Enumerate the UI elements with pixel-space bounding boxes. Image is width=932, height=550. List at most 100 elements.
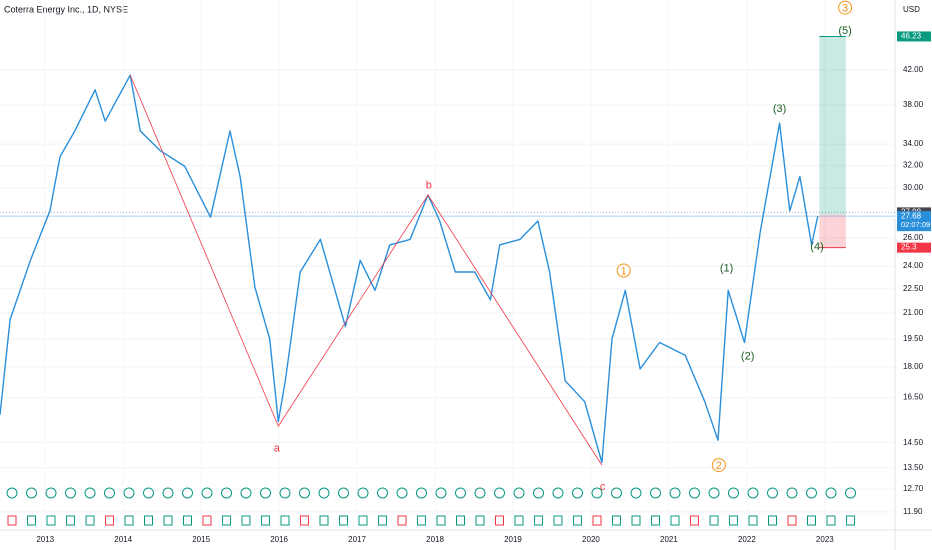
x-tick-label: 2014 <box>114 535 132 544</box>
event-icon <box>495 515 504 526</box>
event-icon <box>300 515 309 526</box>
x-tick-label: 2018 <box>426 535 444 544</box>
event-icon <box>202 515 212 526</box>
event-icon <box>163 515 173 526</box>
event-icon <box>45 487 57 499</box>
event-icon <box>709 515 719 526</box>
y-tick-label: 38.00 <box>903 100 924 109</box>
wave-circle <box>616 263 631 278</box>
event-icon <box>592 515 602 526</box>
wave-label: (3) <box>773 103 786 115</box>
event-icon <box>768 515 777 526</box>
event-icon <box>84 487 96 499</box>
event-icon <box>280 515 290 526</box>
event-icon <box>767 487 778 499</box>
wave-label: c <box>600 481 606 493</box>
x-tick-label: 2013 <box>36 535 54 544</box>
event-icon <box>708 487 720 499</box>
wave-label: 3 <box>842 2 848 14</box>
y-tick-label: 34.00 <box>903 139 924 148</box>
event-icon <box>651 515 660 526</box>
event-icon <box>260 487 271 499</box>
y-tick-label: 32.00 <box>903 160 924 169</box>
x-tick-label: 2019 <box>504 535 522 544</box>
x-tick-label: 2015 <box>192 535 210 544</box>
event-icon <box>729 515 738 526</box>
event-icon <box>124 515 134 526</box>
event-icon <box>748 515 758 526</box>
price-tag-label: 25.3 <box>901 243 917 252</box>
event-icon <box>241 515 251 526</box>
event-icon <box>378 515 387 526</box>
price-tag <box>897 242 931 253</box>
wave-label: (1) <box>720 262 733 274</box>
stop-zone <box>819 214 846 248</box>
countdown: 02:07:09 <box>901 220 930 229</box>
event-icon <box>534 515 543 526</box>
wave-label: 2 <box>716 460 722 472</box>
event-icon <box>631 515 641 526</box>
event-icon <box>612 515 621 526</box>
y-tick-label: 21.00 <box>903 308 924 317</box>
event-icon <box>318 487 330 499</box>
event-icon <box>573 515 582 526</box>
event-icon <box>27 515 36 526</box>
event-icon <box>494 487 505 499</box>
event-icon <box>786 487 798 499</box>
event-icon <box>299 487 310 499</box>
y-tick-label: 19.50 <box>903 334 924 343</box>
event-icon <box>416 487 427 499</box>
event-icon <box>338 487 349 499</box>
event-icon <box>85 515 95 526</box>
event-icon <box>6 487 18 499</box>
event-icon <box>630 487 642 499</box>
event-icon <box>105 515 114 526</box>
event-icon <box>846 515 855 526</box>
event-icon <box>46 515 56 526</box>
event-icon <box>183 515 192 526</box>
event-icon <box>436 515 446 526</box>
price-tag <box>897 211 931 232</box>
event-icon <box>65 487 76 499</box>
wave-label: b <box>426 179 432 191</box>
event-icon <box>240 487 252 499</box>
event-icon <box>845 487 856 499</box>
wave-label: (5) <box>838 25 851 37</box>
event-icon <box>728 487 739 499</box>
wave-label: 1 <box>621 265 627 277</box>
event-icon <box>396 487 408 499</box>
event-icon <box>319 515 329 526</box>
event-icon <box>456 515 465 526</box>
currency: USD <box>903 5 920 14</box>
event-icon <box>669 487 681 499</box>
event-icon <box>66 515 75 526</box>
event-icon <box>552 487 564 499</box>
event-icon <box>417 515 426 526</box>
wave-circle <box>838 0 853 15</box>
y-tick-label: 18.00 <box>903 362 924 371</box>
x-tick-label: 2021 <box>660 535 678 544</box>
x-tick-label: 2017 <box>348 535 366 544</box>
y-tick-label: 16.50 <box>903 392 924 401</box>
event-icon <box>533 487 544 499</box>
event-icon <box>474 487 486 499</box>
price-tag-label: 46.23 <box>901 32 922 41</box>
event-icon <box>26 487 37 499</box>
event-icon <box>182 487 193 499</box>
event-icon <box>261 515 270 526</box>
event-icon <box>747 487 759 499</box>
y-tick-label: 11.90 <box>903 507 923 516</box>
event-icon <box>690 515 699 526</box>
x-tick-label: 2023 <box>816 535 834 544</box>
event-icon <box>397 515 407 526</box>
y-tick-label: 14.50 <box>903 438 924 447</box>
event-icon <box>514 515 524 526</box>
event-icon <box>475 515 485 526</box>
event-icon <box>162 487 174 499</box>
target-zone <box>819 36 846 215</box>
event-icon <box>650 487 661 499</box>
wave-label: a <box>274 442 281 454</box>
